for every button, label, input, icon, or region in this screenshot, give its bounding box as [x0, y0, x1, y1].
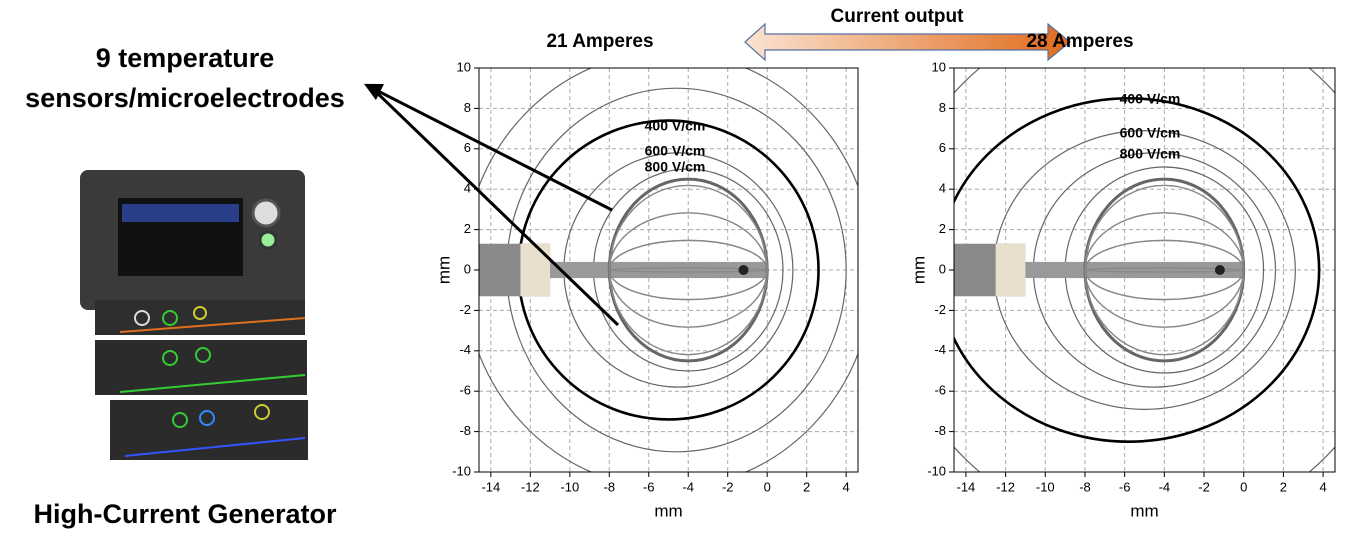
- contour-label: 400 V/cm: [1120, 91, 1181, 107]
- y-tick-label: 6: [939, 140, 946, 155]
- contour-label: 600 V/cm: [1120, 125, 1181, 141]
- y-axis-label: mm: [434, 256, 453, 284]
- y-tick-label: -8: [934, 423, 946, 438]
- y-tick-label: 8: [464, 100, 471, 115]
- x-tick-label: -14: [957, 479, 976, 494]
- y-tick-label: -2: [459, 302, 471, 317]
- y-tick-label: -6: [459, 383, 471, 398]
- tip-electrode: [738, 265, 749, 275]
- chart-title: 28 Amperes: [1026, 31, 1133, 52]
- pointer-arrow: [370, 86, 620, 327]
- x-tick-label: -6: [643, 479, 655, 494]
- catheter-band: [520, 243, 551, 297]
- y-tick-label: 2: [464, 221, 471, 236]
- chart: 21 Amperes -14 -12 -10 -8 -6 -4 -2 0 2 4 -10 -8 -6 -4 -…: [434, 31, 859, 520]
- catheter-tube: [1025, 261, 1244, 279]
- y-tick-label: 6: [464, 140, 471, 155]
- contour-label: 400 V/cm: [645, 118, 706, 134]
- y-tick-label: 10: [457, 59, 471, 74]
- x-axis-label: mm: [654, 501, 682, 520]
- y-tick-label: 4: [939, 181, 946, 196]
- contour-label: 600 V/cm: [645, 143, 706, 159]
- x-tick-label: 0: [1240, 479, 1247, 494]
- x-tick-label: -6: [1119, 479, 1131, 494]
- x-tick-label: -8: [604, 479, 616, 494]
- arrow-label: Current output: [831, 6, 965, 27]
- plot-area: [954, 68, 1335, 472]
- x-tick-label: -10: [1036, 479, 1055, 494]
- generator-label: High-Current Generator: [33, 499, 337, 529]
- y-axis-label: mm: [909, 256, 928, 284]
- x-tick-label: 4: [1319, 479, 1326, 494]
- plot-frame: [478, 67, 859, 473]
- contour-line: [954, 97, 1321, 443]
- x-axis-label: mm: [1130, 501, 1158, 520]
- x-tick-label: -4: [1159, 479, 1171, 494]
- y-tick-label: 0: [464, 261, 471, 276]
- current-arrow: [744, 22, 1071, 62]
- y-tick-label: -8: [459, 423, 471, 438]
- y-tick-label: -6: [934, 383, 946, 398]
- pointer-arrow: [363, 83, 613, 212]
- x-tick-label: 0: [764, 479, 771, 494]
- x-tick-label: 2: [803, 479, 810, 494]
- chart: 28 Amperes -14 -12 -10 -8 -6 -4 -2 0 2 4 -10 -8 -6 -4 -…: [909, 31, 1336, 520]
- x-tick-label: -14: [481, 479, 500, 494]
- plot-frame: [953, 67, 1336, 473]
- y-tick-label: 2: [939, 221, 946, 236]
- catheter-tube: [550, 261, 768, 279]
- y-tick-label: 10: [932, 59, 946, 74]
- x-tick-label: 4: [843, 479, 850, 494]
- x-tick-label: -10: [560, 479, 579, 494]
- generator-device: [80, 170, 308, 460]
- basket-strut: [1084, 184, 1245, 356]
- plot-area: [479, 68, 858, 472]
- x-tick-label: -12: [521, 479, 540, 494]
- y-tick-label: 8: [939, 100, 946, 115]
- basket-strut: [608, 184, 768, 356]
- x-tick-label: -2: [722, 479, 734, 494]
- tip-electrode: [1214, 265, 1225, 275]
- y-tick-label: 0: [939, 261, 946, 276]
- catheter-band: [995, 243, 1026, 297]
- y-tick-label: -4: [459, 342, 471, 357]
- y-tick-label: 4: [464, 181, 471, 196]
- x-tick-label: -4: [682, 479, 694, 494]
- sensor-label: 9 temperature: [96, 43, 275, 73]
- y-tick-label: -2: [934, 302, 946, 317]
- x-tick-label: -12: [996, 479, 1015, 494]
- contour-label: 800 V/cm: [645, 159, 706, 175]
- sensor-label: sensors/microelectrodes: [25, 83, 345, 113]
- x-tick-label: -8: [1079, 479, 1091, 494]
- chart-title: 21 Amperes: [546, 31, 653, 52]
- x-tick-label: 2: [1280, 479, 1287, 494]
- contour-label: 800 V/cm: [1120, 146, 1181, 162]
- y-tick-label: -4: [934, 342, 946, 357]
- y-tick-label: -10: [927, 463, 946, 478]
- x-tick-label: -2: [1198, 479, 1210, 494]
- y-tick-label: -10: [452, 463, 471, 478]
